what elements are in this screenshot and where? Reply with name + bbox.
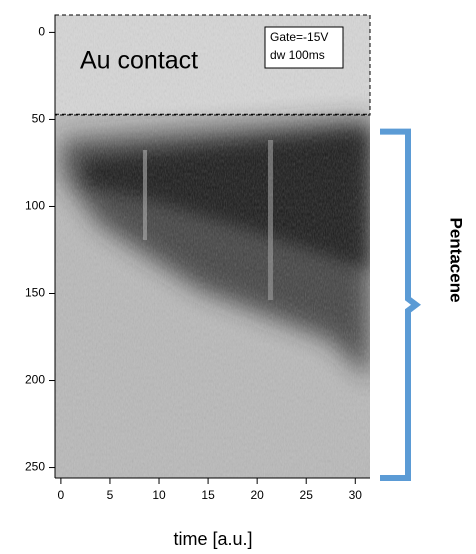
x-tick-label: 10 [152,488,166,502]
legend-text: Gate=-15V [270,30,328,44]
y-tick-label: 250 [25,460,45,474]
annotation: Au contact [80,47,198,75]
y-tick-label: 100 [25,199,45,213]
annotation: Pentacene [447,217,466,302]
y-tick-label: 200 [25,373,45,387]
x-axis-title: time [a.u.] [173,529,252,549]
x-tick-label: 20 [250,488,264,502]
x-tick-label: 25 [300,488,314,502]
y-tick-label: 50 [32,112,46,126]
x-tick-label: 30 [349,488,363,502]
contact-box [54,14,371,116]
y-tick-label: 150 [25,286,45,300]
heatmap-image [55,15,370,478]
legend-text: dw 100ms [270,48,325,62]
bracket [380,128,421,481]
legend-box [264,26,344,69]
x-tick-label: 15 [201,488,215,502]
x-tick-label: 0 [58,488,65,502]
y-tick-label: 0 [38,25,45,39]
x-tick-label: 5 [107,488,114,502]
